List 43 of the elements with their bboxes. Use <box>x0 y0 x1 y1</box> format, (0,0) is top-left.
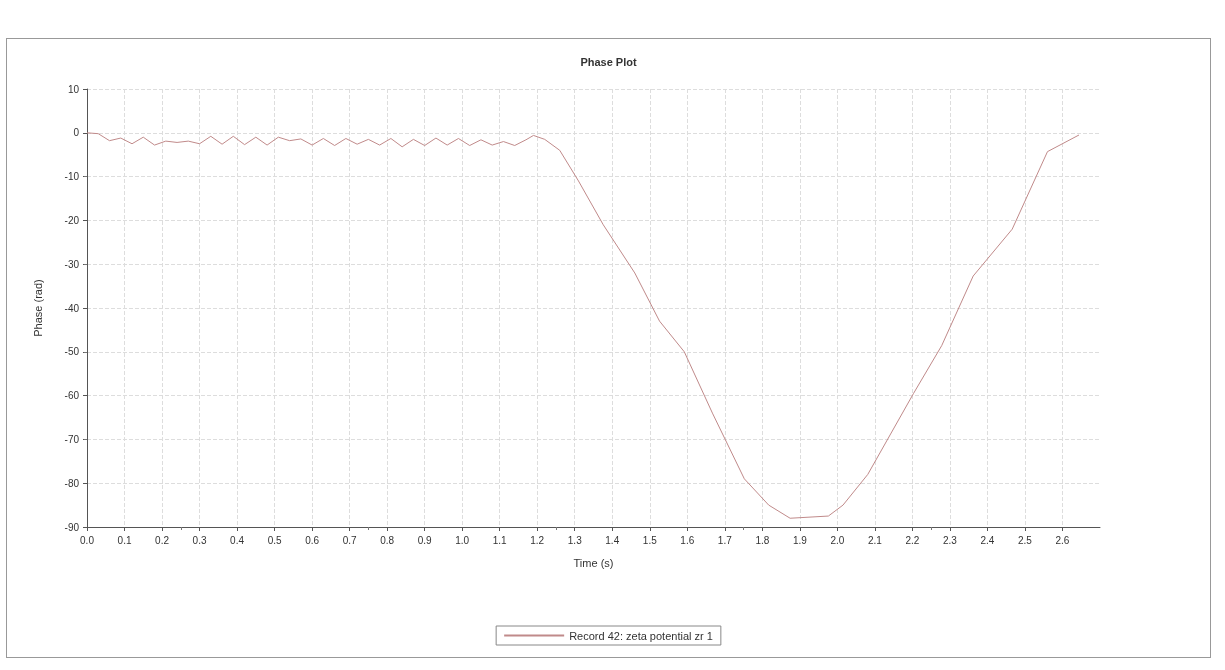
y-axis-title: Phase (rad) <box>31 279 44 337</box>
x-tick-label: 0.8 <box>380 534 395 546</box>
x-tick-label: 0.1 <box>117 534 132 546</box>
y-tick-label: -90 <box>64 521 80 533</box>
x-tick-label: 1.0 <box>455 534 470 546</box>
x-tick-label: 2.5 <box>1018 534 1033 546</box>
y-tick-label: -40 <box>64 302 80 314</box>
x-tick-label: 1.4 <box>605 534 620 546</box>
x-tick-label: 1.7 <box>717 534 733 546</box>
line-series <box>86 132 1080 519</box>
y-tick-label: -30 <box>64 258 80 270</box>
x-tick-label: 0.4 <box>230 534 245 546</box>
chart-title: Phase Plot <box>580 55 637 68</box>
y-tick-label: -50 <box>64 346 80 358</box>
x-tick-label: 2.3 <box>942 534 958 546</box>
x-tick-label: 1.2 <box>530 534 545 546</box>
y-tick-label: 10 <box>67 83 80 95</box>
x-tick-label: 1.9 <box>792 534 808 546</box>
x-tick-label: 1.6 <box>680 534 695 546</box>
x-tick-label: 2.4 <box>980 534 995 546</box>
x-tick-label: 0.5 <box>267 534 282 546</box>
x-tick-label: 0.3 <box>192 534 207 546</box>
x-tick-label: 0.9 <box>417 534 433 546</box>
x-tick-label: 1.3 <box>567 534 583 546</box>
x-axis-title: Time (s) <box>573 556 614 569</box>
x-tick-label: 1.5 <box>642 534 658 546</box>
x-tick-label: 2.1 <box>867 534 883 546</box>
x-tick-label: 0.2 <box>155 534 170 546</box>
x-tick-label: 0.7 <box>342 534 358 546</box>
x-tick-label: 1.8 <box>755 534 770 546</box>
y-tick-label: -10 <box>64 171 80 183</box>
y-tick-label: 0 <box>73 127 80 139</box>
x-tick-label: 1.1 <box>492 534 508 546</box>
text: Record 42: zeta potential zr 1 <box>569 629 713 642</box>
y-tick-label: -20 <box>64 214 80 226</box>
x-tick-label: 2.6 <box>1055 534 1070 546</box>
x-tick-label: 0.6 <box>305 534 320 546</box>
y-tick-label: -60 <box>64 390 80 402</box>
y-tick-label: -70 <box>64 433 80 445</box>
x-tick-label: 2.2 <box>905 534 920 546</box>
y-tick-label: -80 <box>64 477 80 489</box>
x-tick-label: 0.0 <box>80 534 95 546</box>
x-tick-label: 2.0 <box>830 534 845 546</box>
